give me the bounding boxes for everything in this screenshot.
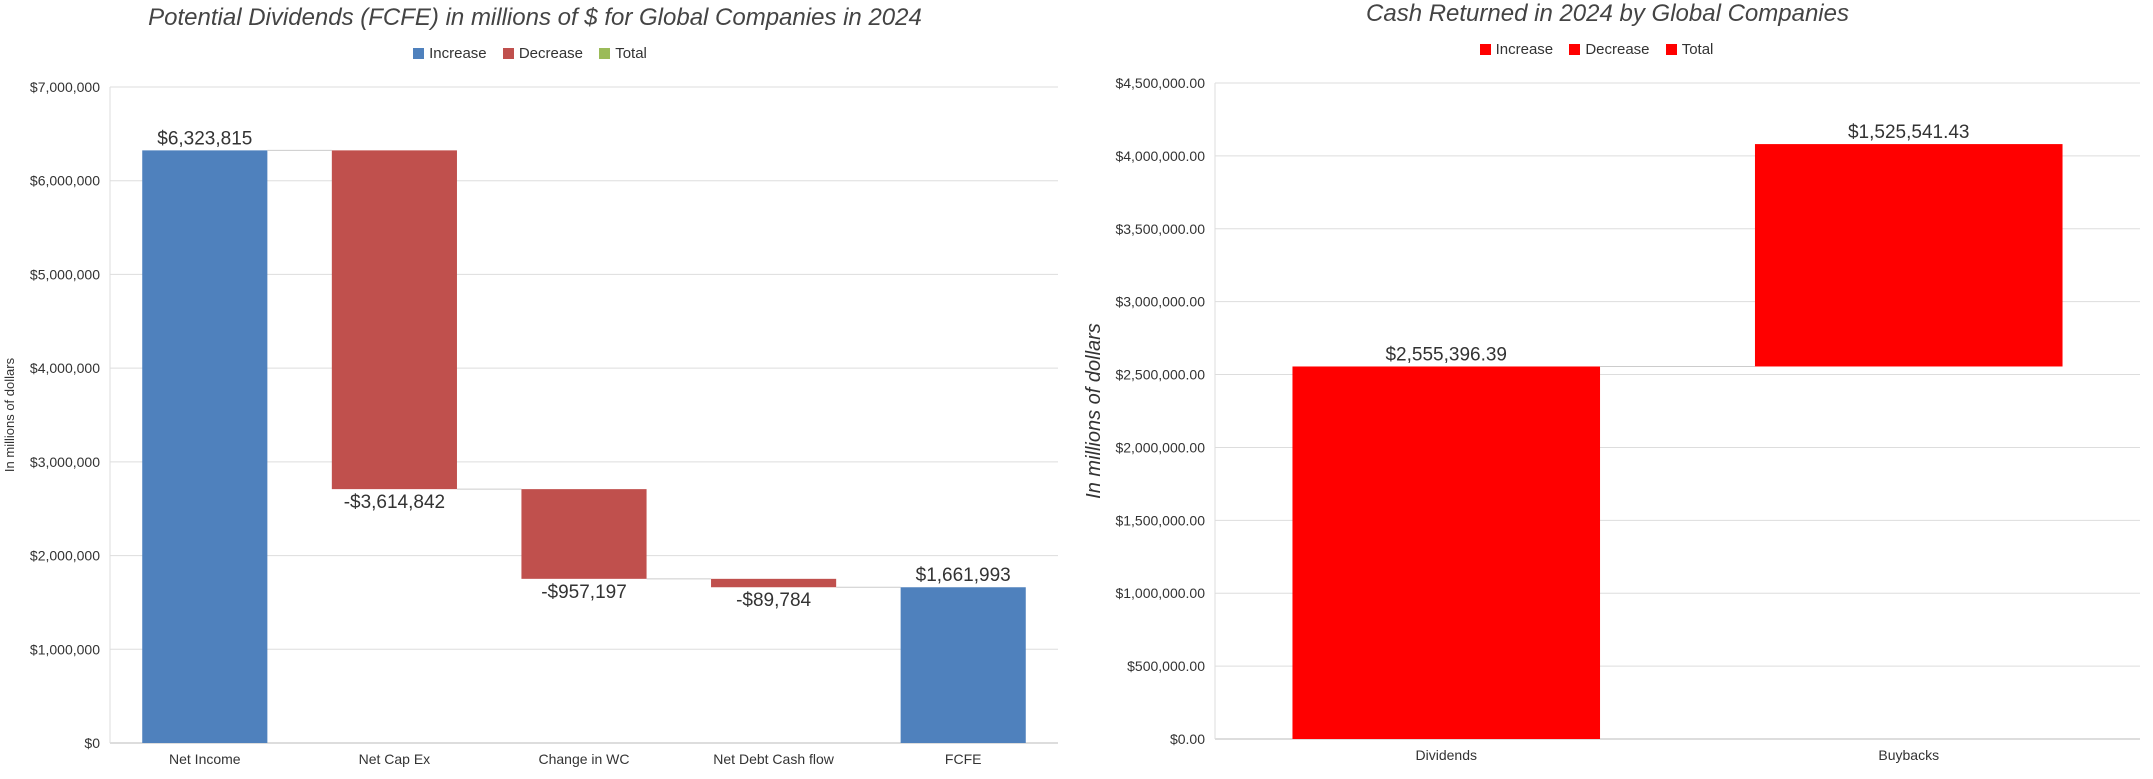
y-tick-label: $1,000,000.00 [1115,585,1205,601]
legend-item-total: Total [1665,41,1713,58]
bar-fcfe [900,587,1026,743]
data-label: $6,323,815 [157,128,252,149]
y-tick-label: $3,500,000.00 [1115,221,1205,237]
fcfe-waterfall-chart: Potential Dividends (FCFE) in millions o… [0,0,1070,779]
y-tick-label: $0 [84,735,100,751]
legend-swatch-decrease [502,48,514,59]
chart-title: Potential Dividends (FCFE) in millions o… [148,4,922,31]
chart-plot-area: $0 $1,000,000 $2,000,000 $3,000,000 $4,000,0… [2,79,1058,767]
x-tick-label: Net Cap Ex [359,751,431,767]
bar-buybacks [1754,144,2063,367]
y-tick-label: $2,000,000.00 [1115,439,1205,455]
legend-item-total: Total [599,45,647,62]
data-label: -$89,784 [736,590,811,611]
y-tick-label: $0.00 [1170,731,1205,747]
y-axis-title: In millions of dollars [1083,323,1105,499]
x-tick-label: FCFE [945,751,982,767]
y-tick-label: $5,000,000 [30,266,100,282]
chart-legend: Increase Decrease Total [0,45,1070,62]
y-tick-label: $2,500,000.00 [1115,367,1205,383]
y-tick-label: $7,000,000 [30,79,100,95]
x-tick-label: Net Debt Cash flow [713,751,834,767]
data-label: -$957,197 [541,582,627,603]
y-tick-label: $1,500,000.00 [1115,512,1205,528]
y-tick-label: $4,000,000 [30,360,100,376]
y-tick-label: $3,000,000.00 [1115,294,1205,310]
y-tick-label: $4,500,000.00 [1115,75,1205,91]
legend-swatch-total [599,48,611,59]
legend-swatch-increase [413,48,425,59]
x-tick-label: Buybacks [1878,747,1939,763]
x-tick-label: Net Income [169,751,241,767]
y-tick-label: $4,000,000.00 [1115,148,1205,164]
legend-item-decrease: Decrease [502,45,583,62]
chart-title: Cash Returned in 2024 by Global Companie… [1366,0,1849,27]
data-label: -$3,614,842 [344,492,445,513]
y-axis-title: In millions of dollars [2,357,17,472]
bar-net-debt-cash-flow [711,578,837,588]
bar-change-in-wc [521,489,647,579]
y-tick-label: $1,000,000 [30,641,100,657]
bar-net-cap-ex [331,150,457,490]
bar-net-income [142,150,268,744]
cash-returned-waterfall-chart: Cash Returned in 2024 by Global Companie… [1070,0,2153,779]
legend-swatch-total [1665,44,1677,55]
chart-plot-area: $0.00 $500,000.00 $1,000,000.00 $1,500,000.… [1083,75,2140,763]
data-label: $1,525,541.43 [1848,122,1970,143]
legend-swatch-increase [1479,44,1491,55]
legend-item-increase: Increase [1479,41,1553,58]
y-tick-label: $3,000,000 [30,454,100,470]
legend-item-decrease: Decrease [1569,41,1650,58]
bar-dividends [1292,366,1601,739]
data-label: $2,555,396.39 [1385,344,1507,365]
x-tick-label: Change in WC [538,751,629,767]
chart-legend: Increase Decrease Total [1040,41,2153,58]
y-tick-label: $6,000,000 [30,173,100,189]
legend-swatch-decrease [1569,44,1581,55]
y-tick-label: $500,000.00 [1127,658,1205,674]
x-tick-label: Dividends [1416,747,1477,763]
data-label: $1,661,993 [916,565,1011,586]
y-tick-label: $2,000,000 [30,548,100,564]
legend-item-increase: Increase [413,45,487,62]
